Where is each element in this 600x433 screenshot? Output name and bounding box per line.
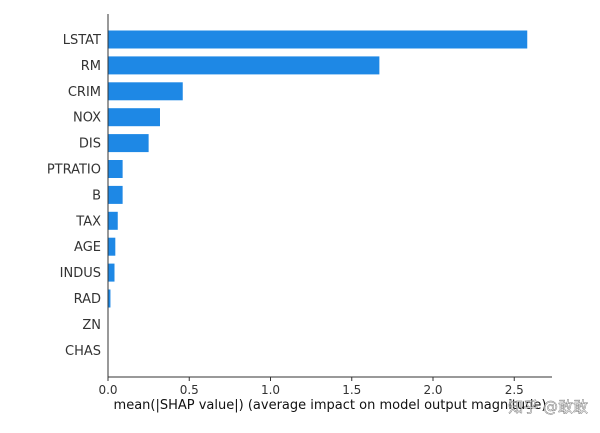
y-tick-label-tax: TAX bbox=[75, 214, 101, 229]
bar-crim bbox=[108, 82, 183, 101]
x-axis-label: mean(|SHAP value|) (average impact on mo… bbox=[114, 398, 547, 413]
y-tick-label-b: B bbox=[92, 188, 101, 203]
y-tick-label-ptratio: PTRATIO bbox=[47, 163, 101, 178]
x-tick-label: 2.0 bbox=[423, 383, 442, 397]
bar-tax bbox=[108, 211, 118, 230]
bar-b bbox=[108, 185, 123, 204]
y-tick-label-chas: CHAS bbox=[65, 344, 101, 359]
y-tick-label-indus: INDUS bbox=[60, 266, 101, 281]
x-ticks: 0.0 0.5 1.0 1.5 2.0 2.5 bbox=[98, 377, 524, 397]
y-tick-label-nox: NOX bbox=[73, 111, 101, 126]
y-tick-label-rm: RM bbox=[81, 59, 101, 74]
bar-ptratio bbox=[108, 160, 123, 178]
bar-nox bbox=[108, 108, 160, 127]
x-tick-label: 1.5 bbox=[342, 383, 361, 397]
y-tick-label-rad: RAD bbox=[74, 292, 101, 307]
bar-rm bbox=[108, 56, 380, 75]
bar-rad bbox=[108, 289, 111, 308]
x-tick-label: 2.5 bbox=[505, 383, 524, 397]
y-tick-label-lstat: LSTAT bbox=[63, 33, 101, 48]
y-tick-label-zn: ZN bbox=[82, 318, 101, 333]
y-tick-label-age: AGE bbox=[74, 240, 101, 255]
y-tick-labels: LSTAT RM CRIM NOX DIS PTRATIO B TAX AGE INDUS RAD Z… bbox=[47, 33, 101, 359]
bars-group bbox=[108, 30, 528, 308]
x-tick-label: 1.0 bbox=[261, 383, 280, 397]
bar-dis bbox=[108, 134, 149, 153]
x-tick-label: 0.5 bbox=[180, 383, 199, 397]
y-tick-label-crim: CRIM bbox=[68, 85, 101, 100]
y-tick-label-dis: DIS bbox=[79, 137, 101, 152]
bar-age bbox=[108, 237, 116, 256]
x-tick-label: 0.0 bbox=[98, 383, 117, 397]
bar-indus bbox=[108, 263, 115, 282]
bar-lstat bbox=[108, 30, 528, 49]
watermark-text: 知乎 @敢敢 bbox=[508, 398, 588, 416]
